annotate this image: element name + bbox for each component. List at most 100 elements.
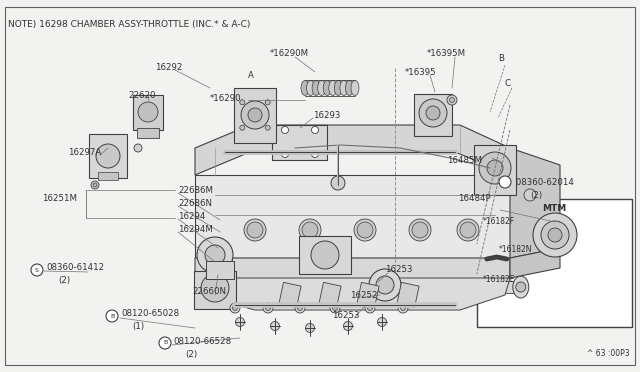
Ellipse shape: [340, 80, 348, 96]
Circle shape: [159, 337, 171, 349]
Circle shape: [401, 305, 406, 311]
Ellipse shape: [329, 80, 337, 96]
Ellipse shape: [323, 80, 332, 96]
Circle shape: [240, 125, 244, 130]
Text: *16290M: *16290M: [270, 48, 309, 58]
Circle shape: [479, 152, 511, 184]
Circle shape: [271, 321, 280, 330]
Polygon shape: [195, 125, 510, 175]
Circle shape: [31, 264, 43, 276]
Ellipse shape: [312, 80, 320, 96]
Circle shape: [490, 227, 500, 237]
Text: (2): (2): [58, 276, 70, 285]
Text: 22620: 22620: [128, 90, 156, 99]
Circle shape: [460, 222, 476, 238]
Circle shape: [312, 126, 319, 134]
Ellipse shape: [351, 80, 359, 96]
Ellipse shape: [346, 80, 353, 96]
Text: 16253: 16253: [385, 266, 413, 275]
Text: 22686M: 22686M: [178, 186, 213, 195]
Bar: [474, 145, 516, 195]
Circle shape: [265, 125, 270, 130]
Bar: [397, 282, 419, 308]
Ellipse shape: [481, 228, 493, 236]
Bar: [89, 134, 127, 178]
Bar: [234, 87, 276, 142]
Circle shape: [282, 126, 289, 134]
Circle shape: [247, 222, 263, 238]
Bar: [319, 282, 341, 308]
Bar: [279, 282, 301, 308]
Ellipse shape: [457, 219, 479, 241]
Text: 16297A: 16297A: [68, 148, 101, 157]
Circle shape: [330, 303, 340, 313]
Text: 16293: 16293: [313, 110, 340, 119]
Circle shape: [236, 317, 244, 327]
Text: *16395: *16395: [405, 67, 436, 77]
Text: (2): (2): [530, 190, 542, 199]
Text: 16484P: 16484P: [458, 193, 491, 202]
Text: 22686N: 22686N: [178, 199, 212, 208]
Circle shape: [378, 317, 387, 327]
Ellipse shape: [307, 80, 314, 96]
Bar: [194, 271, 236, 309]
Circle shape: [302, 222, 318, 238]
Text: B: B: [110, 314, 114, 318]
Circle shape: [96, 144, 120, 168]
Circle shape: [311, 241, 339, 269]
Bar: [133, 94, 163, 129]
Circle shape: [419, 99, 447, 127]
Ellipse shape: [513, 276, 529, 298]
Circle shape: [509, 253, 521, 265]
Bar: [357, 282, 379, 308]
Circle shape: [91, 181, 99, 189]
Text: NOTE) 16298 CHAMBER ASSY-THROTTLE (INC.* & A-C): NOTE) 16298 CHAMBER ASSY-THROTTLE (INC.*…: [8, 19, 250, 29]
Text: MTM: MTM: [543, 203, 566, 212]
Circle shape: [533, 213, 577, 257]
Text: (1): (1): [132, 323, 144, 331]
Circle shape: [412, 222, 428, 238]
Text: 08120-65028: 08120-65028: [121, 310, 179, 318]
Circle shape: [240, 100, 244, 105]
Circle shape: [266, 305, 271, 311]
Circle shape: [357, 222, 373, 238]
Ellipse shape: [301, 80, 309, 96]
Text: 08360-61412: 08360-61412: [46, 263, 104, 273]
Circle shape: [376, 276, 394, 294]
Circle shape: [263, 303, 273, 313]
Bar: [414, 94, 452, 136]
Bar: [98, 172, 118, 180]
Polygon shape: [195, 258, 510, 295]
Circle shape: [205, 245, 225, 265]
Text: 16253: 16253: [332, 311, 360, 320]
Ellipse shape: [409, 219, 431, 241]
Circle shape: [138, 102, 158, 122]
Polygon shape: [510, 248, 560, 278]
Text: 16294: 16294: [178, 212, 205, 221]
Text: 16252: 16252: [350, 291, 378, 299]
Polygon shape: [510, 148, 560, 258]
Text: B: B: [163, 340, 167, 346]
Circle shape: [548, 228, 562, 242]
Text: B: B: [498, 54, 504, 62]
Text: *16395M: *16395M: [427, 48, 466, 58]
Circle shape: [305, 324, 314, 333]
Circle shape: [367, 305, 372, 311]
Circle shape: [516, 282, 526, 292]
Text: 16294M: 16294M: [178, 224, 213, 234]
Bar: [299, 236, 351, 274]
Circle shape: [541, 221, 569, 249]
Circle shape: [295, 303, 305, 313]
Circle shape: [369, 269, 401, 301]
Bar: [206, 261, 234, 279]
Bar: [477, 199, 632, 327]
Ellipse shape: [354, 219, 376, 241]
Text: *16182F: *16182F: [483, 217, 515, 225]
Circle shape: [134, 144, 142, 152]
Circle shape: [201, 274, 229, 302]
Bar: [137, 128, 159, 138]
Circle shape: [344, 321, 353, 330]
Circle shape: [248, 108, 262, 122]
Text: 16251M: 16251M: [42, 193, 77, 202]
Ellipse shape: [299, 219, 321, 241]
